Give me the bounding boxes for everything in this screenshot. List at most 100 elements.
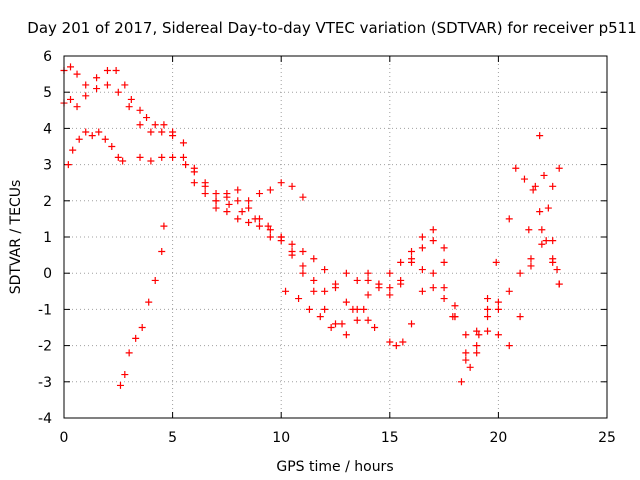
data-point [132, 334, 140, 342]
data-point [520, 175, 528, 183]
data-point [93, 74, 101, 82]
x-tick-label: 5 [168, 430, 177, 446]
y-axis-label: SDTVAR / TECUs [8, 180, 24, 295]
x-tick-label: 10 [272, 430, 290, 446]
data-point [67, 95, 75, 103]
data-point [223, 208, 231, 216]
data-point [147, 157, 155, 165]
y-tick-label: 4 [43, 121, 52, 137]
y-tick-label: -1 [38, 302, 52, 318]
data-point [484, 295, 492, 303]
data-point [179, 153, 187, 161]
data-point [73, 70, 81, 78]
data-point [494, 305, 502, 313]
series-track-e [212, 179, 307, 212]
data-point [375, 284, 383, 292]
data-point [179, 139, 187, 147]
data-point [457, 378, 465, 386]
data-point [321, 287, 329, 295]
data-point [549, 237, 557, 245]
data-point [277, 179, 285, 187]
data-point [266, 226, 274, 234]
data-point [549, 258, 557, 266]
data-point [418, 287, 426, 295]
data-point [555, 164, 563, 172]
data-point [364, 291, 372, 299]
data-point [245, 204, 253, 212]
y-tick-label: 0 [43, 266, 52, 282]
data-point [536, 132, 544, 140]
data-point [277, 233, 285, 241]
data-point [342, 298, 350, 306]
data-point [505, 342, 513, 350]
data-point [288, 182, 296, 190]
data-point [466, 363, 474, 371]
series-track-b [60, 81, 563, 357]
plot-frame [63, 55, 608, 419]
data-point [310, 287, 318, 295]
data-point [429, 226, 437, 234]
data-point [462, 349, 470, 357]
data-point [484, 313, 492, 321]
data-point [121, 371, 129, 379]
data-point [264, 222, 272, 230]
data-point [103, 81, 111, 89]
y-tick-label: 1 [43, 230, 52, 246]
data-point [158, 247, 166, 255]
data-point [116, 381, 124, 389]
data-point [69, 146, 77, 154]
data-point [169, 132, 177, 140]
data-point [95, 128, 103, 136]
y-tick-label: 6 [43, 49, 52, 65]
data-point [73, 103, 81, 111]
data-point [125, 103, 133, 111]
data-point [364, 269, 372, 277]
data-point [136, 153, 144, 161]
data-point [93, 85, 101, 93]
data-point [332, 284, 339, 292]
data-point [266, 186, 274, 194]
data-point [440, 244, 448, 252]
data-point [353, 276, 361, 284]
data-point [255, 215, 263, 223]
data-point [516, 313, 524, 321]
data-point [505, 215, 513, 223]
data-point [440, 258, 448, 266]
data-point [114, 153, 122, 161]
data-point [245, 219, 253, 227]
data-point [494, 298, 502, 306]
y-tick-label: 5 [43, 85, 52, 101]
data-point [544, 204, 552, 212]
data-point [121, 81, 129, 89]
data-point [473, 342, 481, 350]
data-point [440, 295, 448, 303]
data-point [138, 324, 146, 331]
data-point [145, 298, 153, 306]
data-point [158, 153, 166, 161]
chart-title: Day 201 of 2017, Sidereal Day-to-day VTE… [27, 19, 636, 37]
data-point [349, 305, 357, 313]
x-tick-label: 0 [60, 430, 69, 446]
data-point [408, 320, 416, 328]
data-point [371, 324, 379, 331]
data-point [473, 327, 481, 335]
data-point [418, 266, 426, 274]
data-point [119, 157, 127, 165]
data-point [225, 200, 233, 208]
y-tick-label: -4 [38, 411, 52, 427]
data-point [136, 106, 144, 114]
series-track-f [282, 287, 379, 331]
data-point [536, 208, 544, 216]
data-point [399, 338, 407, 346]
data-point [182, 161, 190, 169]
data-point [212, 197, 220, 205]
data-point [136, 121, 144, 129]
data-point [516, 269, 524, 277]
data-point [408, 255, 416, 263]
data-point [143, 114, 151, 122]
data-point [440, 284, 448, 292]
data-point [234, 197, 242, 205]
data-point [190, 168, 198, 176]
data-point [451, 302, 459, 310]
data-point [147, 128, 155, 136]
